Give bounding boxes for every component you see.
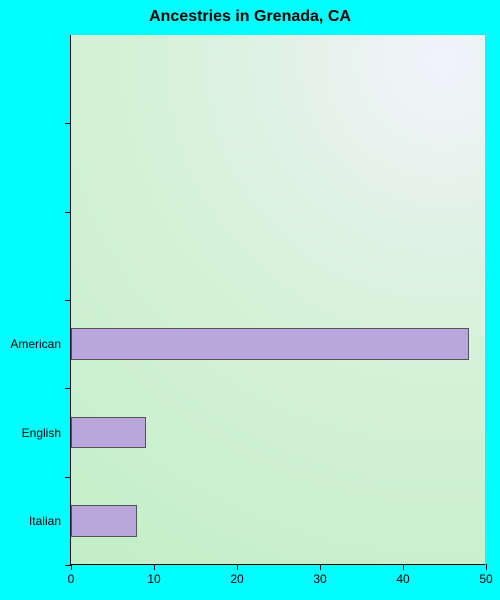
bar [71, 328, 469, 360]
chart-title: Ancestries in Grenada, CA [0, 8, 500, 26]
y-tick [65, 300, 71, 301]
x-tick-label: 20 [230, 564, 243, 586]
y-tick [65, 388, 71, 389]
x-tick-label: 10 [147, 564, 160, 586]
plot-area: 01020304050ItalianEnglishAmerican [70, 35, 485, 565]
x-tick-label: 0 [68, 564, 75, 586]
x-tick-label: 40 [396, 564, 409, 586]
y-tick [65, 477, 71, 478]
bar [71, 505, 137, 537]
y-tick [65, 565, 71, 566]
y-tick [65, 123, 71, 124]
y-category-label: English [22, 426, 71, 440]
y-tick [65, 212, 71, 213]
x-tick-label: 30 [313, 564, 326, 586]
bar [71, 417, 146, 449]
y-category-label: American [10, 337, 71, 351]
y-category-label: Italian [29, 514, 71, 528]
x-tick-label: 50 [479, 564, 492, 586]
